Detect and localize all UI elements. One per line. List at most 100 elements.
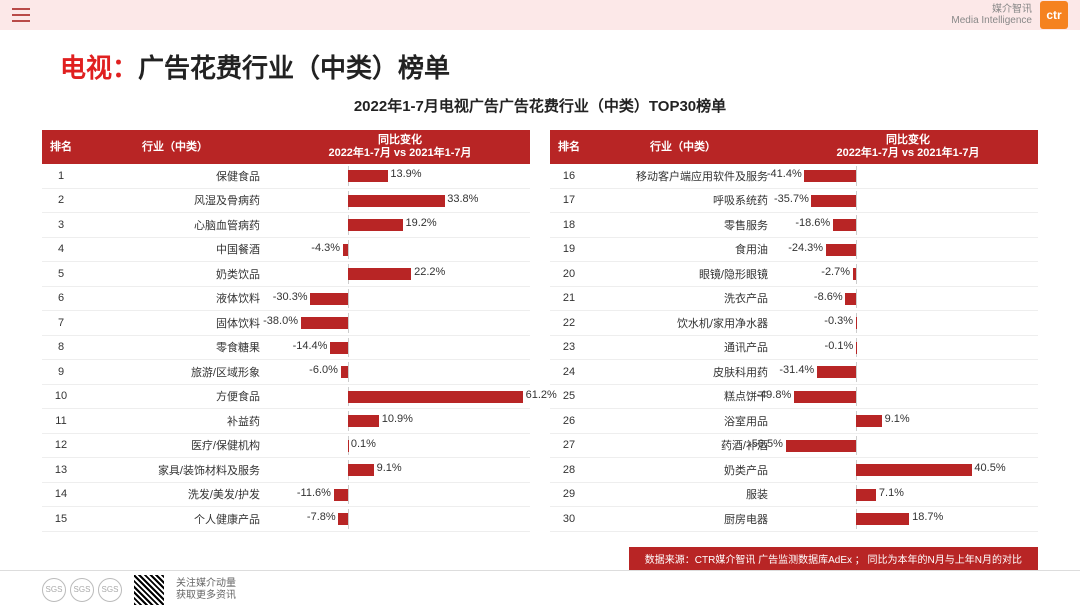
cell-industry: 方便食品 xyxy=(80,385,270,409)
cell-industry: 个人健康产品 xyxy=(80,507,270,531)
bar-label: -0.3% xyxy=(824,315,853,327)
brand-line2: Media Intelligence xyxy=(951,15,1032,26)
cell-rank: 10 xyxy=(42,385,80,409)
bar-label: -41.4% xyxy=(767,168,802,180)
qr-icon xyxy=(134,575,164,605)
table-row: 24皮肤科用药-31.4% xyxy=(550,360,1038,385)
cell-industry: 厨房电器 xyxy=(588,507,778,531)
bar-cell: -41.4% xyxy=(778,164,1038,188)
header-change: 同比变化2022年1-7月 vs 2021年1-7月 xyxy=(270,130,530,164)
cell-industry: 饮水机/家用净水器 xyxy=(588,311,778,335)
table-header: 排名行业（中类）同比变化2022年1-7月 vs 2021年1-7月 xyxy=(42,130,530,164)
bar-cell: 22.2% xyxy=(270,262,530,286)
table-row: 23通讯产品-0.1% xyxy=(550,336,1038,361)
cell-industry: 通讯产品 xyxy=(588,336,778,360)
bar-label: -24.3% xyxy=(788,242,823,254)
cell-rank: 6 xyxy=(42,287,80,311)
bar-label: -38.0% xyxy=(263,315,298,327)
cell-industry: 眼镜/隐形眼镜 xyxy=(588,262,778,286)
cell-rank: 11 xyxy=(42,409,80,433)
bar xyxy=(334,489,348,501)
bar xyxy=(856,513,909,525)
bar-label: 10.9% xyxy=(382,413,413,425)
cell-rank: 22 xyxy=(550,311,588,335)
cell-rank: 7 xyxy=(42,311,80,335)
bar xyxy=(330,342,348,354)
table-row: 22饮水机/家用净水器 -0.3% xyxy=(550,311,1038,336)
bar xyxy=(786,440,857,452)
brand-logo: ctr xyxy=(1040,1,1068,29)
brand-line1: 媒介智讯 xyxy=(951,4,1032,15)
bar-label: -7.8% xyxy=(307,511,336,523)
bar xyxy=(348,415,379,427)
cell-industry: 医疗/保健机构 xyxy=(80,434,270,458)
bar-label: -31.4% xyxy=(779,364,814,376)
cell-rank: 14 xyxy=(42,483,80,507)
bar xyxy=(856,489,876,501)
table-row: 11补益药 10.9% xyxy=(42,409,530,434)
table-row: 9旅游/区域形象-6.0% xyxy=(42,360,530,385)
bar-cell: 7.1% xyxy=(778,483,1038,507)
cell-industry: 补益药 xyxy=(80,409,270,433)
bar xyxy=(804,170,856,182)
bar-cell: 40.5% xyxy=(778,458,1038,482)
source-bar: 数据来源：CTR媒介智讯 广告监测数据库AdEx ； 同比为本年的N月与上年N月… xyxy=(629,547,1038,570)
bar-label: 40.5% xyxy=(974,462,1005,474)
cell-industry: 洗衣产品 xyxy=(588,287,778,311)
top-bar: 媒介智讯 Media Intelligence ctr xyxy=(0,0,1080,30)
bar-label: 19.2% xyxy=(406,217,437,229)
badge-icon: SGS xyxy=(42,578,66,602)
bar xyxy=(811,195,856,207)
bar-cell: -31.4% xyxy=(778,360,1038,384)
cell-rank: 27 xyxy=(550,434,588,458)
bar-cell: -0.3% xyxy=(778,311,1038,335)
cell-rank: 9 xyxy=(42,360,80,384)
tables-container: 排名行业（中类）同比变化2022年1-7月 vs 2021年1-7月1保健食品1… xyxy=(0,122,1080,532)
bar-cell: -14.4% xyxy=(270,336,530,360)
bar-label: 0.1% xyxy=(351,438,376,450)
bar xyxy=(348,268,411,280)
table-row: 21洗衣产品-8.6% xyxy=(550,287,1038,312)
table-row: 30厨房电器18.7% xyxy=(550,507,1038,532)
bar-cell: 9.1% xyxy=(270,458,530,482)
bar-cell: -6.0% xyxy=(270,360,530,384)
bar-cell: 19.2% xyxy=(270,213,530,237)
cell-industry: 风湿及骨病药 xyxy=(80,189,270,213)
bar xyxy=(348,170,388,182)
table-row: 5奶类饮品22.2% xyxy=(42,262,530,287)
cell-rank: 28 xyxy=(550,458,588,482)
cell-industry: 奶类饮品 xyxy=(80,262,270,286)
bar-label: -14.4% xyxy=(293,340,328,352)
table-row: 7固体饮料-38.0% xyxy=(42,311,530,336)
cell-rank: 30 xyxy=(550,507,588,531)
menu-icon[interactable] xyxy=(12,8,30,22)
table-row: 14洗发/美发/护发-11.6% xyxy=(42,483,530,508)
cell-industry: 心脑血管病药 xyxy=(80,213,270,237)
table-row: 16移动客户端应用软件及服务-41.4% xyxy=(550,164,1038,189)
cell-rank: 29 xyxy=(550,483,588,507)
bar xyxy=(833,219,856,231)
table-row: 12医疗/保健机构0.1% xyxy=(42,434,530,459)
cell-rank: 24 xyxy=(550,360,588,384)
table-row: 4中国餐酒-4.3% xyxy=(42,238,530,263)
badge-icon: SGS xyxy=(70,578,94,602)
cell-rank: 20 xyxy=(550,262,588,286)
table-row: 1保健食品13.9% xyxy=(42,164,530,189)
bar xyxy=(348,391,523,403)
table-row: 27药酒/补酒-56.5% xyxy=(550,434,1038,459)
title-prefix: 电视： xyxy=(60,53,138,83)
cell-industry: 食用油 xyxy=(588,238,778,262)
cell-rank: 13 xyxy=(42,458,80,482)
bar xyxy=(348,464,374,476)
table-row: 25糕点饼干-49.8% xyxy=(550,385,1038,410)
table-row: 26浴室用品9.1% xyxy=(550,409,1038,434)
bar-label: 9.1% xyxy=(885,413,910,425)
bar-cell: -11.6% xyxy=(270,483,530,507)
bar xyxy=(348,195,445,207)
bar-cell: -8.6% xyxy=(778,287,1038,311)
bar-cell: 33.8% xyxy=(270,189,530,213)
cell-industry: 呼吸系统药 xyxy=(588,189,778,213)
cell-industry: 零售服务 xyxy=(588,213,778,237)
cell-industry: 皮肤科用药 xyxy=(588,360,778,384)
title-main: 广告花费行业（中类）榜单 xyxy=(138,53,450,83)
